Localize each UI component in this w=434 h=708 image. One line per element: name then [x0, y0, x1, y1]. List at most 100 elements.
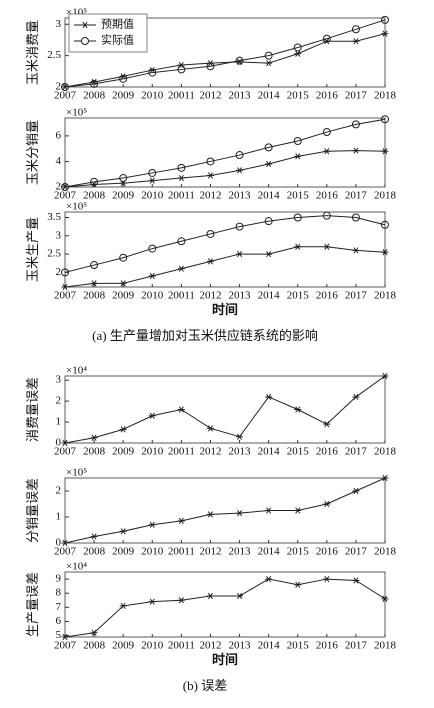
marker [90, 261, 99, 270]
y-tick-label: 2.5 [47, 49, 61, 61]
x-tick-label: 2012 [199, 190, 221, 202]
x-tick-label: 2010 [141, 640, 164, 652]
marker [265, 60, 273, 67]
x-tick-label: 2010 [141, 446, 164, 458]
marker [294, 50, 302, 57]
marker [177, 65, 186, 74]
marker [177, 163, 186, 172]
marker [352, 247, 360, 254]
marker [177, 237, 186, 246]
x-tick-label: 2016 [316, 290, 339, 302]
y-tick-label: 6 [56, 129, 62, 141]
x-tick-label: 2013 [229, 546, 252, 558]
y-axis-label: 玉米分销量 [25, 120, 40, 185]
marker [323, 243, 331, 250]
marker [206, 258, 214, 265]
marker [381, 474, 389, 482]
marker [293, 213, 302, 222]
marker [236, 510, 244, 517]
x-tick-label: 2012 [199, 546, 221, 558]
x-tick-label: 2008 [83, 90, 106, 102]
marker [322, 34, 331, 43]
marker [148, 272, 156, 280]
plot-frame [64, 571, 386, 638]
marker [148, 168, 157, 177]
marker [148, 598, 156, 605]
marker [322, 128, 331, 137]
marker [61, 439, 69, 447]
series-line [64, 578, 386, 638]
marker [381, 220, 389, 229]
series-line [64, 375, 386, 444]
x-tick-label: 2018 [374, 640, 397, 652]
plot-frame [64, 477, 386, 544]
marker [322, 211, 331, 220]
y-axis-label: 生产量误差 [25, 572, 40, 637]
y-tick-label: 2 [56, 485, 62, 497]
x-axis-label: 时间 [212, 302, 238, 317]
marker [293, 137, 302, 145]
y-tick-label: 3 [56, 229, 62, 241]
x-tick-label: 2013 [229, 90, 252, 102]
legend-label: 预期值 [101, 18, 134, 31]
marker [294, 507, 302, 514]
x-tick-label: 2008 [83, 290, 106, 302]
y-tick-label: 8 [56, 587, 62, 599]
x-axis-label: 时间 [212, 652, 238, 667]
x-tick-label: 2018 [374, 546, 397, 558]
legend-marker [81, 21, 89, 29]
x-tick-label: 2009 [112, 90, 135, 102]
plot-frame [64, 211, 386, 288]
legend-box [68, 13, 148, 53]
x-tick-label: 2012 [199, 90, 221, 102]
marker [61, 183, 69, 191]
x-tick-label: 2014 [258, 640, 281, 652]
y-tick-label: 6 [56, 615, 62, 627]
marker [61, 83, 69, 91]
marker [206, 157, 215, 166]
x-tick-label: 2014 [258, 546, 281, 558]
x-tick-label: 2015 [287, 90, 310, 102]
marker [381, 115, 389, 124]
y-axis-label: 分销量误差 [25, 478, 40, 543]
marker [352, 147, 360, 154]
x-tick-label: 2015 [287, 190, 310, 202]
x-tick-label: 2013 [229, 290, 252, 302]
marker [235, 151, 244, 160]
marker [264, 51, 273, 60]
marker [351, 213, 360, 222]
series-line [64, 246, 386, 288]
marker [265, 250, 273, 258]
y-axis-label: 玉米生产量 [25, 217, 40, 282]
marker [352, 393, 360, 401]
plot-frame [64, 117, 386, 188]
x-tick-label: 2014 [258, 190, 281, 202]
x-tick-label: 20011 [168, 546, 195, 558]
x-tick-label: 2009 [112, 640, 135, 652]
marker [265, 393, 273, 401]
x-tick-label: 20011 [168, 640, 195, 652]
y-tick-label: 4 [56, 155, 62, 167]
x-tick-label: 2017 [345, 546, 368, 558]
marker [90, 629, 98, 636]
marker [381, 30, 389, 37]
marker [177, 406, 185, 413]
y-tick-label: 1 [56, 511, 62, 523]
x-tick-label: 2018 [374, 190, 397, 202]
series-line [64, 19, 386, 88]
y-tick-label: 2 [56, 266, 62, 278]
caption: (b) 误差 [183, 678, 227, 693]
x-tick-label: 2017 [345, 190, 368, 202]
x-tick-label: 2018 [374, 290, 397, 302]
x-tick-label: 2008 [83, 546, 106, 558]
marker [235, 56, 244, 65]
marker [381, 595, 389, 602]
x-tick-label: 2015 [287, 446, 310, 458]
marker [177, 265, 185, 272]
x-tick-label: 2016 [316, 190, 339, 202]
marker [294, 406, 302, 413]
marker [323, 421, 331, 428]
scale-label: ×10⁴ [66, 365, 87, 377]
marker [381, 148, 389, 155]
marker [61, 283, 69, 291]
